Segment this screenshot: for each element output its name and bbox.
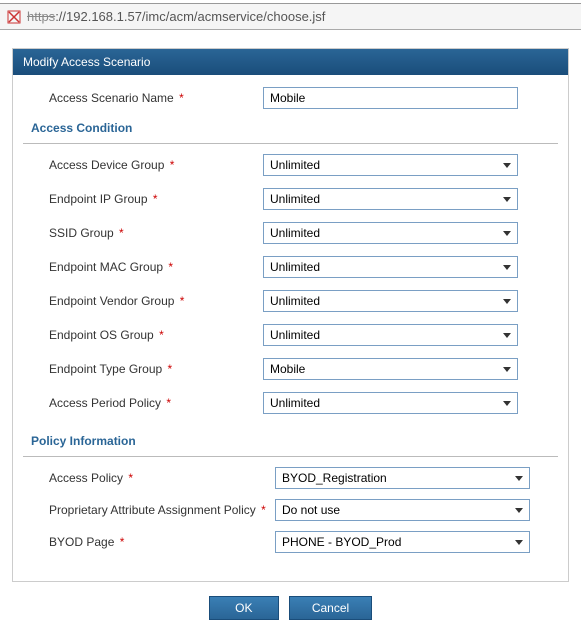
access-policy-label: Access Policy * — [23, 471, 275, 485]
address-bar: https://192.168.1.57/imc/acm/acmservice/… — [0, 4, 581, 30]
os-group-select[interactable]: Unlimited — [263, 324, 518, 346]
required-asterisk: * — [159, 328, 164, 342]
select-value: Unlimited — [270, 396, 320, 410]
panel-title: Modify Access Scenario — [13, 49, 568, 75]
select-value: Mobile — [270, 362, 305, 376]
required-asterisk: * — [128, 471, 133, 485]
vendor-group-label: Endpoint Vendor Group * — [23, 294, 263, 308]
byod-page-label: BYOD Page * — [23, 535, 275, 549]
page-content: Modify Access Scenario Access Scenario N… — [0, 30, 581, 640]
required-asterisk: * — [179, 91, 184, 105]
required-asterisk: * — [168, 260, 173, 274]
proprietary-attr-select[interactable]: Do not use — [275, 499, 530, 521]
url-scheme: https — [27, 9, 55, 24]
ok-button[interactable]: OK — [209, 596, 279, 620]
section-divider — [23, 143, 558, 144]
required-asterisk: * — [170, 158, 175, 172]
cancel-button[interactable]: Cancel — [289, 596, 372, 620]
required-asterisk: * — [261, 503, 266, 517]
device-group-row: Access Device Group * Unlimited — [23, 154, 558, 176]
mac-group-row: Endpoint MAC Group * Unlimited — [23, 256, 558, 278]
select-value: Unlimited — [270, 158, 320, 172]
vendor-group-select[interactable]: Unlimited — [263, 290, 518, 312]
chevron-down-icon — [499, 265, 515, 270]
ip-group-select[interactable]: Unlimited — [263, 188, 518, 210]
access-policy-select[interactable]: BYOD_Registration — [275, 467, 530, 489]
scenario-name-row: Access Scenario Name * — [23, 87, 558, 109]
device-group-select[interactable]: Unlimited — [263, 154, 518, 176]
select-value: Unlimited — [270, 192, 320, 206]
url-rest: ://192.168.1.57/imc/acm/acmservice/choos… — [55, 9, 325, 24]
ssid-group-row: SSID Group * Unlimited — [23, 222, 558, 244]
select-value: Do not use — [282, 503, 340, 517]
type-group-label: Endpoint Type Group * — [23, 362, 263, 376]
access-condition-title: Access Condition — [23, 113, 558, 141]
chevron-down-icon — [499, 401, 515, 406]
select-value: Unlimited — [270, 260, 320, 274]
policy-rows: Access Policy * BYOD_Registration Propri… — [23, 467, 558, 553]
panel-body: Access Scenario Name * Access Condition … — [13, 75, 568, 581]
select-value: BYOD_Registration — [282, 471, 387, 485]
required-asterisk: * — [166, 396, 171, 410]
os-group-row: Endpoint OS Group * Unlimited — [23, 324, 558, 346]
required-asterisk: * — [120, 535, 125, 549]
byod-page-select[interactable]: PHONE - BYOD_Prod — [275, 531, 530, 553]
device-group-label: Access Device Group * — [23, 158, 263, 172]
vendor-group-row: Endpoint Vendor Group * Unlimited — [23, 290, 558, 312]
required-asterisk: * — [180, 294, 185, 308]
scenario-name-input[interactable] — [263, 87, 518, 109]
ip-group-label: Endpoint IP Group * — [23, 192, 263, 206]
chevron-down-icon — [499, 197, 515, 202]
policy-information-title: Policy Information — [23, 426, 558, 454]
chevron-down-icon — [499, 163, 515, 168]
period-policy-label: Access Period Policy * — [23, 396, 263, 410]
section-divider — [23, 456, 558, 457]
select-value: Unlimited — [270, 294, 320, 308]
os-group-label: Endpoint OS Group * — [23, 328, 263, 342]
scenario-name-label: Access Scenario Name * — [23, 91, 263, 105]
proprietary-attr-label: Proprietary Attribute Assignment Policy … — [23, 503, 275, 517]
chevron-down-icon — [511, 540, 527, 545]
select-value: PHONE - BYOD_Prod — [282, 535, 401, 549]
ip-group-row: Endpoint IP Group * Unlimited — [23, 188, 558, 210]
insecure-https-icon — [5, 9, 23, 25]
select-value: Unlimited — [270, 328, 320, 342]
chevron-down-icon — [499, 367, 515, 372]
chevron-down-icon — [499, 333, 515, 338]
button-row: OK Cancel — [12, 582, 569, 630]
chevron-down-icon — [511, 476, 527, 481]
period-policy-row: Access Period Policy * Unlimited — [23, 392, 558, 414]
modify-access-scenario-panel: Modify Access Scenario Access Scenario N… — [12, 48, 569, 582]
required-asterisk: * — [168, 362, 173, 376]
mac-group-select[interactable]: Unlimited — [263, 256, 518, 278]
byod-page-row: BYOD Page * PHONE - BYOD_Prod — [23, 531, 558, 553]
ssid-group-label: SSID Group * — [23, 226, 263, 240]
period-policy-select[interactable]: Unlimited — [263, 392, 518, 414]
chevron-down-icon — [511, 508, 527, 513]
select-value: Unlimited — [270, 226, 320, 240]
proprietary-attr-row: Proprietary Attribute Assignment Policy … — [23, 499, 558, 521]
mac-group-label: Endpoint MAC Group * — [23, 260, 263, 274]
condition-rows: Access Device Group * Unlimited Endpoint… — [23, 154, 558, 414]
type-group-select[interactable]: Mobile — [263, 358, 518, 380]
chevron-down-icon — [499, 299, 515, 304]
url-text[interactable]: https://192.168.1.57/imc/acm/acmservice/… — [27, 9, 325, 24]
type-group-row: Endpoint Type Group * Mobile — [23, 358, 558, 380]
required-asterisk: * — [119, 226, 124, 240]
ssid-group-select[interactable]: Unlimited — [263, 222, 518, 244]
required-asterisk: * — [153, 192, 158, 206]
chevron-down-icon — [499, 231, 515, 236]
access-policy-row: Access Policy * BYOD_Registration — [23, 467, 558, 489]
